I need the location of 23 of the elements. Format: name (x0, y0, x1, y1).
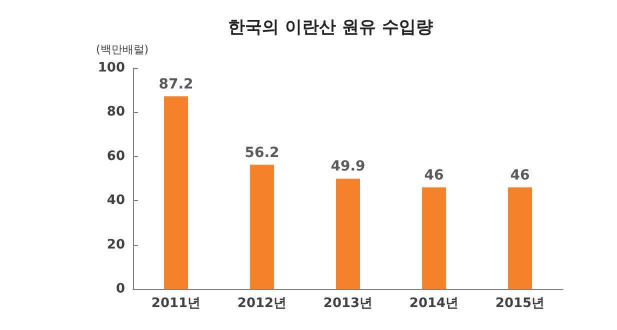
y-tick-label: 0 (116, 282, 125, 296)
data-label: 46 (424, 167, 444, 184)
y-tick-label: 100 (98, 60, 125, 76)
chart-title: 한국의 이란산 원유 수입량 (228, 18, 433, 38)
x-tick-label: 2011년 (151, 296, 201, 311)
bar (164, 96, 188, 289)
data-label: 56.2 (244, 144, 280, 161)
bar (336, 178, 360, 289)
data-label: 87.2 (158, 76, 194, 92)
x-tick-label: 2012년 (237, 296, 287, 311)
bar (508, 187, 532, 289)
bar (422, 187, 446, 289)
data-label: 49.9 (330, 158, 366, 175)
y-axis-title: (백만배럴) (96, 43, 149, 56)
bar (250, 164, 274, 289)
y-tick-label: 60 (106, 148, 125, 164)
y-tick-label: 20 (106, 237, 125, 252)
data-label: 46 (510, 167, 530, 184)
y-tick-label: 40 (106, 193, 125, 208)
x-tick-label: 2013년 (323, 296, 373, 311)
x-tick-label: 2015년 (495, 296, 545, 311)
y-tick-label: 80 (106, 104, 125, 120)
x-tick-label: 2014년 (409, 296, 459, 311)
